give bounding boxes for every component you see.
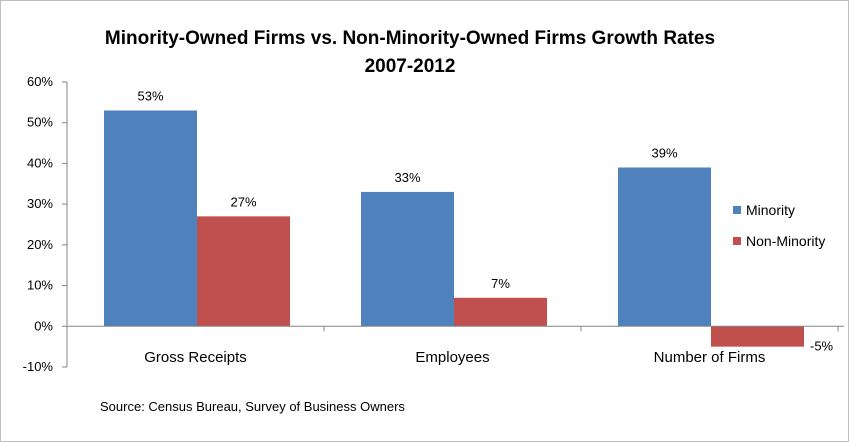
chart-title: Minority-Owned Firms vs. Non-Minority-Ow… xyxy=(105,28,715,49)
y-tick-label: 30% xyxy=(27,196,53,211)
bar-non-minority-number-of-firms xyxy=(711,326,804,347)
y-tick-label: 60% xyxy=(27,74,53,89)
data-label: 7% xyxy=(491,276,510,291)
y-tick-label: 20% xyxy=(27,237,53,252)
data-label: 39% xyxy=(651,146,677,161)
bars: 53% 33% 39% 27% 7% -5% xyxy=(104,89,834,354)
y-tick-label: -10% xyxy=(23,359,54,374)
legend-label: Minority xyxy=(746,202,795,218)
category-label: Gross Receipts xyxy=(144,349,247,366)
bar-minority-gross-receipts xyxy=(104,110,197,327)
y-tick-label: 10% xyxy=(27,278,53,293)
data-label: -5% xyxy=(810,339,834,354)
category-label: Number of Firms xyxy=(654,349,766,366)
data-label: 53% xyxy=(137,89,163,104)
x-axis: Gross Receipts Employees Number of Firms xyxy=(66,325,844,366)
legend-swatch-non-minority xyxy=(733,237,741,245)
y-axis: 60% 50% 40% 30% 20% 10% 0% -10% xyxy=(23,74,68,374)
y-tick-label: 40% xyxy=(27,155,53,170)
chart-subtitle: 2007-2012 xyxy=(365,56,456,77)
bar-non-minority-employees xyxy=(454,297,547,327)
y-tick-label: 0% xyxy=(34,318,53,333)
legend-swatch-minority xyxy=(733,206,741,214)
category-label: Employees xyxy=(415,349,489,366)
legend: Minority Non-Minority xyxy=(733,202,825,249)
y-tick-label: 50% xyxy=(27,115,53,130)
data-label: 33% xyxy=(394,170,420,185)
source-note: Source: Census Bureau, Survey of Busines… xyxy=(100,399,405,414)
bar-minority-employees xyxy=(361,191,454,327)
bar-minority-number-of-firms xyxy=(618,167,711,327)
data-label: 27% xyxy=(230,194,256,209)
bar-non-minority-gross-receipts xyxy=(197,216,290,327)
legend-label: Non-Minority xyxy=(746,233,825,249)
